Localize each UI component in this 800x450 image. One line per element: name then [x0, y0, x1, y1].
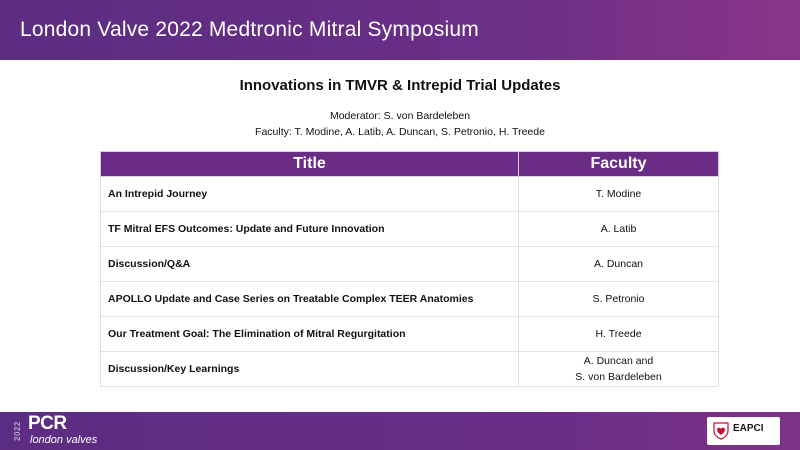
- agenda-table: Title Faculty An Intrepid Journey T. Mod…: [100, 151, 719, 387]
- slide-title: London Valve 2022 Medtronic Mitral Sympo…: [20, 18, 479, 41]
- title-bar: London Valve 2022 Medtronic Mitral Sympo…: [0, 0, 800, 60]
- faculty-cell: T. Modine: [518, 176, 719, 212]
- faculty-name: A. Duncan and: [583, 355, 654, 367]
- faculty-cell: A. Duncan and S. von Bardeleben: [518, 351, 719, 387]
- pcr-logo-subtitle: london valves: [30, 434, 98, 446]
- faculty-line: Faculty: T. Modine, A. Latib, A. Duncan,…: [255, 126, 545, 138]
- faculty-cell: A. Latib: [518, 211, 719, 247]
- table-row: APOLLO Update and Case Series on Treatab…: [100, 281, 719, 317]
- faculty-name: A. Duncan: [593, 258, 644, 270]
- table-row: Our Treatment Goal: The Elimination of M…: [100, 316, 719, 352]
- pcr-logo: PCR: [28, 413, 67, 434]
- footer-bar: 2022 PCR london valves: [0, 412, 800, 450]
- moderator-line: Moderator: S. von Bardeleben: [329, 110, 471, 122]
- table-row: Discussion/Q&A A. Duncan: [100, 246, 719, 282]
- talk-title-cell: An Intrepid Journey: [100, 176, 519, 212]
- talk-title-cell: Our Treatment Goal: The Elimination of M…: [100, 316, 519, 352]
- heart-shield-icon: [713, 422, 729, 440]
- table-header-row: Title Faculty: [100, 151, 719, 177]
- eapci-logo-badge: EAPCI: [707, 417, 780, 445]
- faculty-name: H. Treede: [595, 328, 642, 340]
- table-row: Discussion/Key Learnings A. Duncan and S…: [100, 351, 719, 387]
- pcr-year: 2022: [13, 421, 22, 441]
- talk-title-cell: Discussion/Q&A: [100, 246, 519, 282]
- faculty-cell: A. Duncan: [518, 246, 719, 282]
- session-title: Innovations in TMVR & Intrepid Trial Upd…: [239, 77, 561, 94]
- faculty-cell: S. Petronio: [518, 281, 719, 317]
- talk-title-cell: TF Mitral EFS Outcomes: Update and Futur…: [100, 211, 519, 247]
- faculty-name: A. Latib: [600, 223, 637, 235]
- eapci-label: EAPCI: [733, 423, 764, 434]
- faculty-name: S. Petronio: [592, 293, 645, 305]
- table-row: An Intrepid Journey T. Modine: [100, 176, 719, 212]
- faculty-name: S. von Bardeleben: [575, 371, 662, 383]
- faculty-cell: H. Treede: [518, 316, 719, 352]
- faculty-column-header: Faculty: [518, 151, 719, 177]
- talk-title-cell: APOLLO Update and Case Series on Treatab…: [100, 281, 519, 317]
- table-row: TF Mitral EFS Outcomes: Update and Futur…: [100, 211, 719, 247]
- title-column-header: Title: [100, 151, 519, 177]
- talk-title-cell: Discussion/Key Learnings: [100, 351, 519, 387]
- faculty-name: T. Modine: [595, 188, 642, 200]
